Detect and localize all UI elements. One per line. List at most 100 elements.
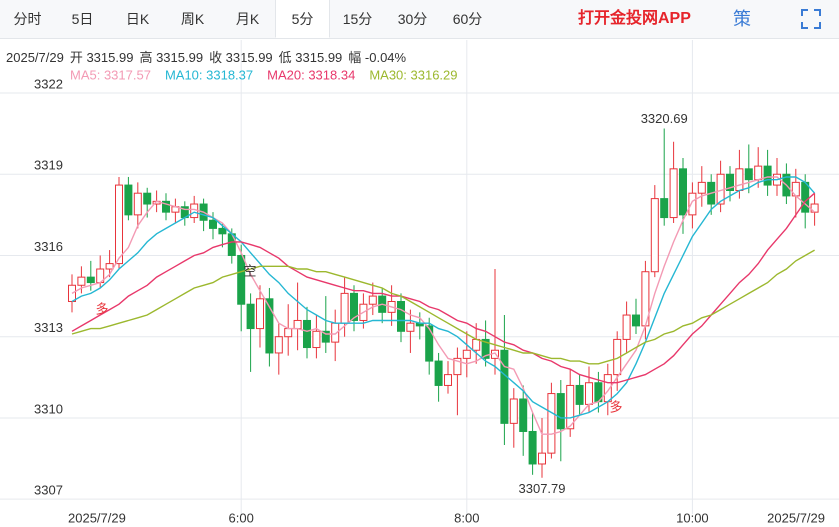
strategy-icon[interactable]: 策: [733, 9, 751, 29]
candle-body: [500, 349, 509, 424]
ma-line: [71, 249, 815, 365]
candle-body: [556, 393, 565, 430]
candle-body: [763, 165, 772, 186]
tab[interactable]: 60分: [452, 11, 483, 27]
candle-body: [124, 184, 133, 216]
candle-body: [509, 398, 518, 424]
candle-body: [688, 192, 697, 216]
candle-body: [77, 276, 86, 286]
candle-body: [209, 219, 217, 229]
legend-entry: MA30: 3316.29: [369, 67, 457, 82]
signal-marker: 空: [243, 263, 256, 278]
candle-body: [105, 263, 114, 270]
tab-bar: 分时 5日 日K 周K 月K 5分 15分 30分 60分: [0, 0, 839, 39]
fullscreen-icon[interactable]: [800, 8, 822, 30]
x-tick-label: 6:00: [229, 510, 254, 525]
tab[interactable]: 分时: [13, 11, 42, 27]
candle-body: [246, 303, 255, 330]
tab[interactable]: 30分: [397, 11, 428, 27]
candle-body: [632, 314, 640, 327]
candle-body: [801, 181, 810, 213]
candle-body: [566, 384, 575, 430]
candle-body: [726, 173, 734, 191]
candle-body: [650, 198, 659, 273]
info-item: 高 3315.99: [139, 50, 204, 65]
signal-marker: 多: [609, 399, 622, 414]
min-label: 3307.79: [519, 481, 566, 496]
info-item: 幅 -0.04%: [348, 50, 407, 65]
candle-body: [453, 357, 462, 376]
x-tick-label: 2025/7/29: [68, 510, 126, 525]
max-label: 3320.69: [641, 111, 688, 126]
candle-body: [143, 192, 152, 205]
candle-body: [86, 276, 95, 284]
candle-body: [312, 330, 321, 349]
candle-body: [397, 301, 405, 332]
candle-body: [218, 227, 227, 235]
candle-body: [321, 330, 330, 343]
candle-body: [472, 338, 481, 351]
candle-body: [585, 382, 593, 405]
candle-body: [303, 319, 311, 349]
y-tick-label: 3313: [34, 320, 63, 335]
x-tick-label: 8:00: [454, 510, 479, 525]
candle-body: [735, 168, 744, 191]
y-tick-label: 3316: [34, 239, 63, 254]
candle-body: [697, 181, 706, 194]
info-item: 低 3315.99: [278, 50, 343, 65]
candle-body: [660, 198, 669, 219]
legend-entry: MA5: 3317.57: [70, 67, 151, 82]
tab[interactable]: 5日: [71, 11, 94, 27]
y-tick-label: 3319: [34, 158, 63, 173]
candle-body: [274, 336, 283, 354]
tab[interactable]: 月K: [235, 11, 260, 27]
candle-body: [133, 192, 142, 216]
candle-body: [237, 254, 246, 305]
candle-body: [444, 374, 452, 386]
candle-body: [368, 295, 377, 305]
candle-body: [256, 298, 264, 330]
candle-body: [293, 319, 302, 330]
candle-body: [679, 168, 687, 216]
tab[interactable]: 5分: [275, 0, 330, 38]
info-item: 2025/7/29: [6, 50, 64, 65]
signal-marker: 多: [95, 301, 108, 316]
candle-body: [340, 292, 349, 324]
candle-body: [284, 328, 293, 338]
candle-body: [754, 165, 763, 181]
x-tick-label: 10:00: [676, 510, 709, 525]
candle-body: [350, 292, 358, 321]
tab[interactable]: 日K: [125, 11, 150, 27]
candle-body: [519, 398, 528, 432]
candle-body: [547, 393, 556, 454]
candle-body: [669, 168, 678, 219]
y-tick-label: 3310: [34, 401, 63, 416]
ma-line: [71, 176, 816, 419]
candle-body: [481, 338, 490, 359]
candle-body: [622, 314, 631, 340]
ma-line: [71, 176, 816, 435]
info-item: 开 3315.99: [69, 50, 134, 65]
y-tick-label: 3307: [34, 483, 63, 498]
tab[interactable]: 15分: [342, 11, 373, 27]
legend-entry: MA10: 3318.37: [165, 67, 253, 82]
candle-body: [115, 184, 123, 265]
candle-body: [162, 200, 170, 213]
x-tick-label: 2025/7/29: [767, 510, 825, 525]
y-tick-label: 3322: [34, 76, 63, 91]
candle-body: [744, 168, 753, 181]
ma-line: [71, 192, 816, 384]
candle-body: [538, 452, 546, 465]
candle-body: [425, 325, 434, 362]
app-link[interactable]: 打开金投网APP: [578, 10, 691, 27]
candle-body: [575, 384, 584, 405]
candle-body: [528, 430, 537, 465]
candle-body: [406, 322, 415, 332]
candle-body: [265, 298, 274, 354]
legend-entry: MA20: 3318.34: [267, 67, 355, 82]
candle-body: [227, 233, 236, 256]
candle-body: [462, 349, 471, 359]
tab[interactable]: 周K: [180, 11, 205, 27]
